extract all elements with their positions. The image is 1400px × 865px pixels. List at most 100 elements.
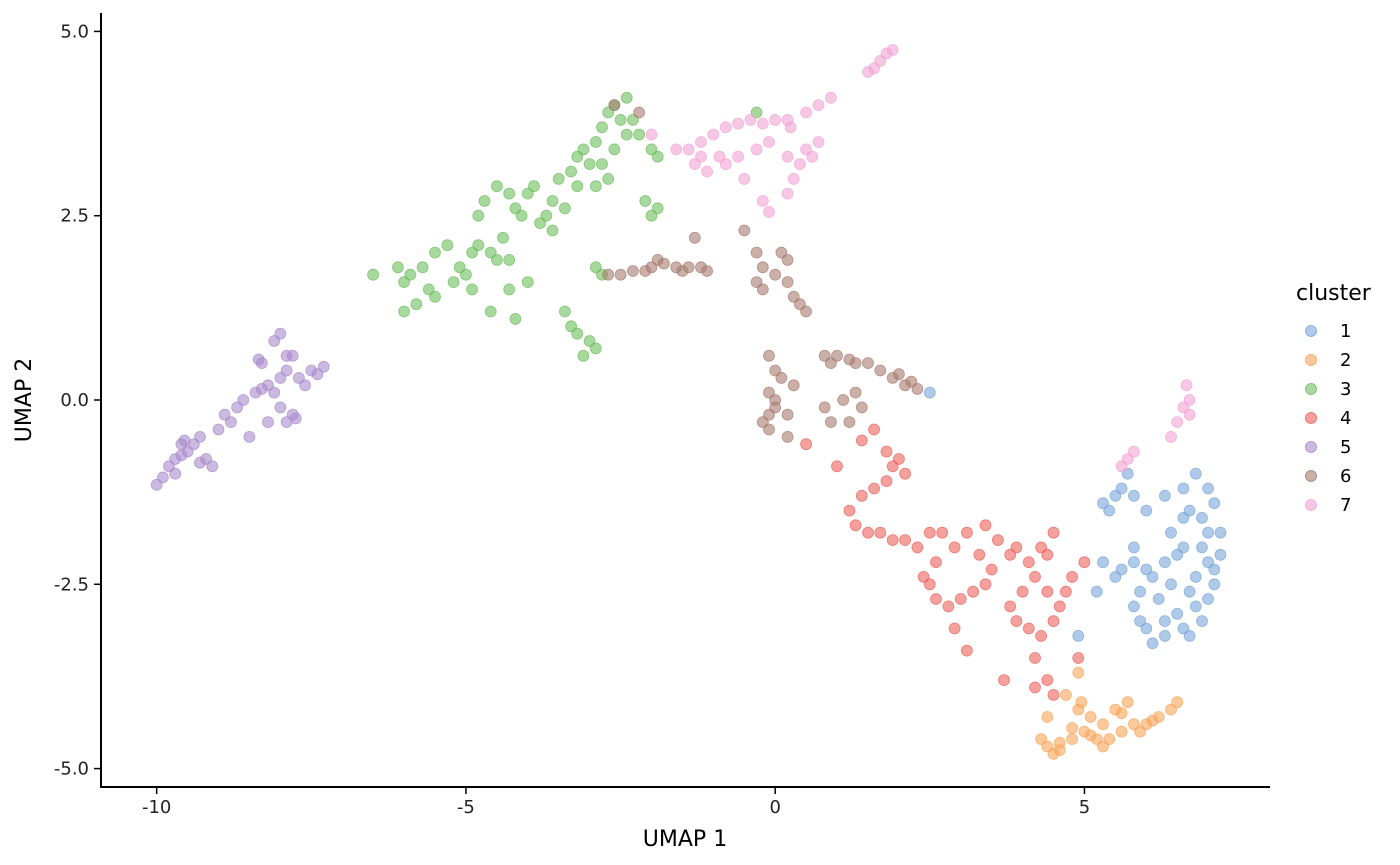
point-cluster-4	[1047, 526, 1060, 539]
y-axis-title: UMAP 2	[12, 358, 37, 442]
point-cluster-3	[589, 342, 602, 355]
legend-key-1	[1305, 325, 1317, 337]
point-cluster-3	[571, 180, 584, 193]
point-cluster-4	[1066, 571, 1078, 583]
point-cluster-6	[775, 371, 788, 384]
point-cluster-5	[299, 379, 312, 392]
point-cluster-3	[528, 180, 540, 193]
point-cluster-4	[930, 593, 942, 605]
point-cluster-4	[1016, 585, 1029, 598]
y-tick-label: 5.0	[60, 21, 89, 42]
point-cluster-1	[1128, 541, 1140, 554]
point-cluster-6	[905, 375, 918, 388]
point-cluster-3	[472, 209, 485, 222]
point-cluster-2	[1053, 736, 1066, 749]
point-cluster-7	[732, 150, 744, 163]
point-cluster-4	[948, 622, 961, 635]
point-cluster-6	[818, 401, 831, 414]
point-cluster-3	[398, 305, 411, 318]
legend-key-2	[1305, 354, 1317, 366]
point-cluster-1	[1183, 630, 1196, 642]
point-cluster-4	[1035, 630, 1047, 642]
point-cluster-5	[317, 360, 330, 373]
legend-label-4: 4	[1340, 408, 1351, 429]
point-cluster-2	[1084, 711, 1097, 723]
point-cluster-4	[800, 438, 812, 451]
point-cluster-7	[862, 66, 874, 78]
point-cluster-5	[169, 467, 182, 480]
point-cluster-7	[707, 128, 720, 141]
x-tick-label: 5	[1079, 797, 1090, 818]
point-cluster-6	[874, 364, 887, 377]
legend-key-4	[1305, 412, 1317, 424]
point-cluster-7	[750, 143, 763, 156]
point-cluster-1	[1214, 548, 1227, 561]
point-cluster-1	[1189, 600, 1202, 613]
point-cluster-5	[194, 430, 206, 443]
point-cluster-4	[1029, 652, 1041, 664]
point-cluster-5	[274, 327, 287, 340]
point-cluster-7	[1180, 379, 1193, 392]
point-cluster-1	[1159, 489, 1171, 502]
x-axis-title: UMAP 1	[643, 827, 727, 852]
point-cluster-7	[800, 143, 812, 156]
y-tick-label: 2.5	[60, 206, 89, 227]
point-cluster-1	[1159, 630, 1171, 642]
point-cluster-5	[280, 364, 293, 377]
x-tick-label: -5	[457, 797, 475, 818]
point-cluster-3	[441, 239, 454, 252]
point-cluster-3	[620, 128, 633, 141]
point-cluster-4	[831, 460, 843, 473]
point-cluster-4	[874, 526, 887, 539]
point-cluster-7	[670, 143, 683, 156]
point-cluster-6	[750, 246, 763, 259]
point-cluster-1	[1214, 526, 1227, 539]
point-cluster-6	[633, 106, 645, 119]
point-cluster-3	[577, 349, 590, 362]
y-tick-label: -2.5	[54, 574, 89, 595]
point-cluster-5	[274, 401, 287, 414]
point-cluster-6	[763, 349, 775, 362]
point-cluster-2	[1171, 696, 1184, 709]
point-cluster-4	[1041, 674, 1054, 686]
point-cluster-4	[948, 541, 961, 554]
point-cluster-1	[1196, 541, 1208, 554]
point-cluster-6	[862, 357, 874, 370]
point-cluster-1	[1202, 482, 1214, 495]
point-cluster-3	[410, 298, 423, 311]
point-cluster-3	[596, 158, 608, 171]
point-cluster-1	[1146, 637, 1159, 650]
point-cluster-4	[930, 556, 942, 569]
point-cluster-6	[658, 257, 670, 270]
point-cluster-7	[781, 150, 794, 163]
point-cluster-1	[1128, 556, 1140, 569]
point-cluster-2	[1075, 696, 1088, 709]
point-cluster-4	[942, 600, 955, 613]
point-cluster-3	[571, 327, 584, 340]
point-cluster-6	[855, 401, 868, 414]
point-cluster-3	[416, 261, 429, 274]
point-cluster-4	[961, 644, 973, 657]
point-cluster-6	[843, 416, 856, 429]
point-cluster-7	[756, 195, 769, 207]
legend-key-6	[1305, 470, 1317, 482]
point-cluster-1	[1140, 504, 1153, 517]
point-cluster-7	[732, 117, 744, 130]
point-cluster-4	[1078, 556, 1091, 569]
x-tick-label: -10	[142, 797, 171, 818]
point-cluster-5	[206, 460, 219, 473]
point-cluster-3	[478, 195, 491, 207]
point-cluster-6	[769, 394, 782, 406]
point-cluster-2	[1115, 725, 1128, 738]
point-cluster-3	[503, 187, 516, 200]
point-cluster-6	[738, 224, 751, 237]
point-cluster-4	[1029, 571, 1041, 583]
point-cluster-4	[886, 534, 899, 546]
point-cluster-1	[1109, 571, 1122, 583]
point-cluster-3	[484, 305, 497, 318]
point-cluster-3	[447, 276, 460, 289]
point-cluster-3	[497, 231, 509, 244]
point-cluster-7	[695, 136, 707, 148]
point-cluster-3	[602, 172, 615, 185]
point-cluster-7	[825, 91, 837, 104]
